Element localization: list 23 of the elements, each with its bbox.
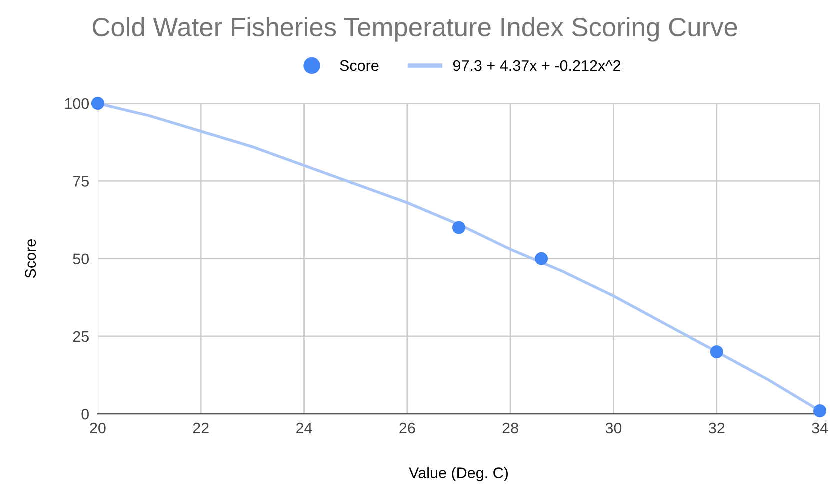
y-axis-title: Score	[25, 240, 36, 278]
legend-label: 97.3 + 4.37x + -0.212x^2	[453, 60, 621, 72]
chart-title: Cold Water Fisheries Temperature Index Scoring Curve	[92, 17, 738, 42]
x-tick-label: 26	[400, 422, 416, 434]
x-tick-label: 22	[193, 422, 209, 434]
point	[535, 252, 548, 266]
y-tick-label: 25	[73, 331, 89, 342]
y-tick-label: 50	[73, 254, 90, 265]
x-tick-label: 28	[502, 422, 518, 434]
legend-label: Score	[340, 60, 379, 72]
x-tick-label: 32	[708, 422, 725, 434]
point	[452, 221, 466, 234]
x-axis-title: Value (Deg. C)	[409, 467, 508, 482]
x-tick-label: 30	[606, 422, 622, 434]
y-tick-label: 100	[65, 98, 90, 110]
x-tick-label: 34	[812, 422, 828, 434]
point	[814, 404, 827, 418]
x-tick-label: 20	[90, 422, 106, 434]
point	[91, 97, 104, 110]
x-tick-label: 24	[296, 422, 312, 434]
y-tick-label: 0	[82, 408, 90, 420]
y-tick-label: 75	[73, 176, 89, 187]
point	[710, 345, 724, 359]
